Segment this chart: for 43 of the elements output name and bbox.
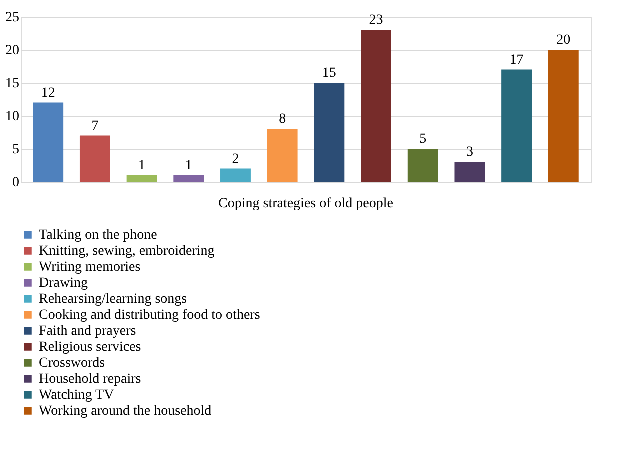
data-label: 1	[185, 158, 192, 174]
legend-label: Writing memories	[39, 260, 141, 275]
bar	[314, 83, 345, 182]
data-label: 1	[138, 158, 146, 174]
bar	[126, 175, 158, 182]
y-tick-label: 0	[12, 176, 20, 190]
bar	[174, 175, 204, 182]
bar	[548, 50, 579, 182]
data-label: 23	[369, 13, 384, 28]
legend-label: Faith and prayers	[39, 324, 136, 339]
bar	[408, 149, 438, 182]
bar	[267, 129, 298, 182]
bar	[80, 136, 110, 182]
bar	[220, 168, 251, 182]
y-tick-label: 15	[6, 76, 20, 92]
data-label: 15	[322, 66, 336, 81]
y-tick-label: 25	[6, 10, 20, 26]
legend-label: Cooking and distributing food to others	[39, 308, 260, 323]
legend-label: Watching TV	[39, 388, 114, 403]
bar	[361, 30, 392, 182]
y-tick-label: 5	[12, 142, 20, 158]
data-label: 5	[420, 132, 427, 147]
bar	[502, 70, 532, 182]
y-tick-label: 10	[6, 110, 20, 124]
data-label: 17	[510, 52, 524, 68]
bar	[454, 162, 486, 182]
data-label: 7	[92, 118, 99, 134]
x-tick-label: Coping strategies of old people	[218, 196, 394, 212]
data-label: 8	[279, 112, 286, 128]
legend-label: Rehearsing/learning songs	[39, 292, 188, 307]
legend-label: Knitting, sewing, embroidering	[39, 244, 215, 259]
legend-label: Religious services	[39, 340, 142, 355]
data-label: 3	[466, 145, 474, 160]
data-label: 12	[41, 86, 56, 101]
bar	[33, 102, 64, 182]
data-label: 20	[556, 33, 571, 48]
legend-label: Talking on the phone	[39, 228, 158, 243]
legend-label: Crosswords	[39, 356, 106, 371]
legend-label: Working around the household	[39, 404, 212, 419]
legend-label: Household repairs	[39, 372, 142, 387]
y-tick-label: 20	[6, 44, 20, 58]
legend-label: Drawing	[39, 276, 88, 291]
data-label: 2	[232, 152, 240, 167]
